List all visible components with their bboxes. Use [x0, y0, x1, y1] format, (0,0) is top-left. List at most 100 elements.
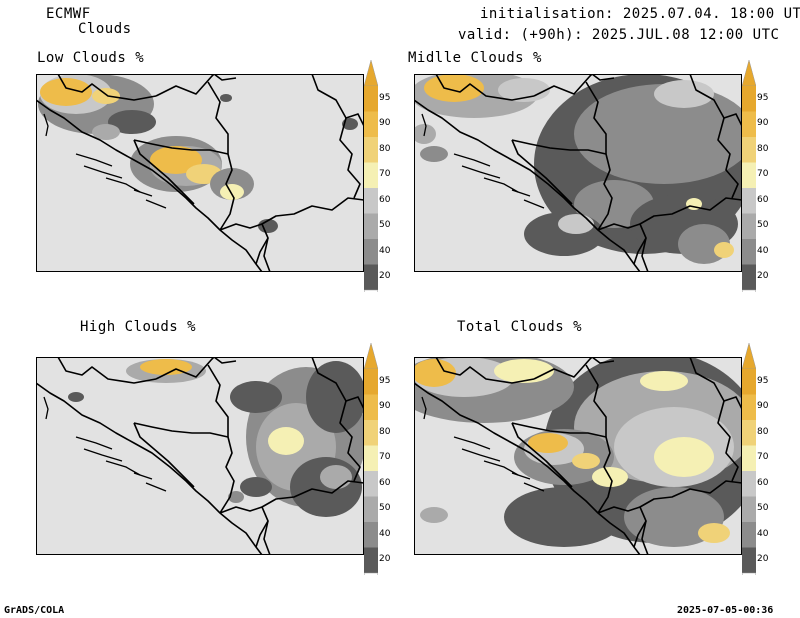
colorbar-tick-label: 60	[757, 477, 769, 488]
colorbar-tick-label: 60	[379, 194, 391, 205]
colorbar-below-triangle	[364, 572, 378, 575]
colorbar-box	[364, 111, 378, 137]
map-middle-clouds	[414, 74, 742, 272]
colorbar-tick-label: 70	[757, 452, 769, 463]
footer-software: GrADS/COLA	[4, 605, 65, 616]
cloud-area	[40, 78, 92, 106]
cloud-area	[68, 392, 84, 402]
cloud-area	[640, 371, 688, 391]
footer-timestamp: 2025-07-05-00:36	[677, 605, 774, 616]
colorbar-high	[364, 343, 378, 575]
colorbar-tick-label: 20	[379, 554, 391, 565]
cloud-area	[558, 214, 594, 234]
colorbar-box	[364, 213, 378, 239]
colorbar-middle	[742, 60, 756, 292]
panel-title-total: Total Clouds %	[457, 319, 583, 335]
cloud-area	[698, 523, 730, 543]
colorbar-tick-label: 90	[379, 401, 391, 412]
colorbar-box	[364, 86, 378, 112]
cloud-area	[414, 359, 456, 387]
cloud-area	[258, 219, 278, 233]
cloud-area	[654, 437, 714, 477]
colorbar-tick-label: 80	[379, 426, 391, 437]
cloud-area	[572, 453, 600, 469]
colorbar-box	[742, 86, 756, 112]
colorbar-tick-label: 50	[757, 220, 769, 231]
colorbar-box	[364, 264, 378, 290]
cloud-area	[528, 433, 568, 453]
cloud-area	[320, 465, 352, 489]
cloud-area	[240, 477, 272, 497]
colorbar-box	[742, 471, 756, 497]
colorbar-box	[364, 162, 378, 188]
colorbar-below-triangle	[364, 289, 378, 292]
colorbar-tick-label: 80	[379, 143, 391, 154]
colorbar-low	[364, 60, 378, 292]
cloud-area	[92, 88, 120, 104]
colorbar-box	[742, 420, 756, 446]
colorbar-tick-label: 40	[757, 245, 769, 256]
colorbar-tick-label: 40	[379, 245, 391, 256]
map-high-clouds	[36, 357, 364, 555]
map-low-clouds	[36, 74, 364, 272]
colorbar-tick-label: 80	[757, 426, 769, 437]
colorbar-below-triangle	[742, 572, 756, 575]
islands	[421, 396, 545, 492]
colorbar-box	[742, 111, 756, 137]
panel-title-high: High Clouds %	[80, 319, 197, 335]
colorbar-tick-label: 20	[379, 271, 391, 282]
islands	[43, 113, 167, 209]
colorbar-tick-label: 95	[757, 375, 769, 386]
cloud-area	[290, 457, 362, 517]
colorbar-box	[364, 471, 378, 497]
country-borders	[36, 74, 364, 272]
colorbar-above-triangle	[364, 60, 378, 87]
colorbar-tick-label: 90	[379, 118, 391, 129]
colorbar-tick-label: 40	[757, 528, 769, 539]
init-time: initialisation: 2025.07.04. 18:00 UTC	[480, 6, 800, 22]
colorbar-box	[742, 188, 756, 214]
colorbar-box	[364, 445, 378, 471]
islands	[421, 113, 545, 209]
islands	[43, 396, 167, 492]
colorbar-above-triangle	[742, 60, 756, 87]
cloud-area	[574, 84, 742, 184]
cloud-area	[228, 491, 244, 503]
cloud-area	[504, 487, 624, 547]
cloud-area	[424, 74, 484, 102]
colorbar-box	[742, 239, 756, 265]
colorbar-box	[742, 394, 756, 420]
colorbar-box	[364, 239, 378, 265]
map-total-clouds	[414, 357, 742, 555]
cloud-area	[220, 94, 232, 102]
cloud-area	[108, 110, 156, 134]
colorbar-tick-label: 50	[379, 503, 391, 514]
colorbar-tick-label: 70	[379, 169, 391, 180]
colorbar-box	[742, 264, 756, 290]
colorbar-tick-label: 70	[379, 452, 391, 463]
cloud-area	[654, 80, 714, 108]
colorbar-tick-label: 60	[757, 194, 769, 205]
colorbar-tick-label: 60	[379, 477, 391, 488]
colorbar-above-triangle	[364, 343, 378, 370]
colorbar-above-triangle	[742, 343, 756, 370]
map-frame	[414, 74, 742, 272]
model-name: ECMWF	[46, 6, 91, 22]
cloud-area	[494, 359, 554, 383]
cloud-area	[498, 78, 550, 102]
variable-name: Clouds	[78, 21, 132, 37]
colorbar-box	[364, 420, 378, 446]
colorbar-box	[364, 547, 378, 573]
colorbar-box	[364, 137, 378, 163]
colorbar-box	[364, 496, 378, 522]
cloud-area	[230, 381, 282, 413]
colorbar-box	[742, 522, 756, 548]
colorbar-tick-label: 95	[757, 92, 769, 103]
cloud-area	[220, 184, 244, 200]
colorbar-box	[364, 522, 378, 548]
colorbar-box	[742, 445, 756, 471]
colorbar-box	[364, 369, 378, 395]
colorbar-tick-label: 40	[379, 528, 391, 539]
cloud-area	[420, 146, 448, 162]
colorbar-tick-label: 20	[757, 554, 769, 565]
